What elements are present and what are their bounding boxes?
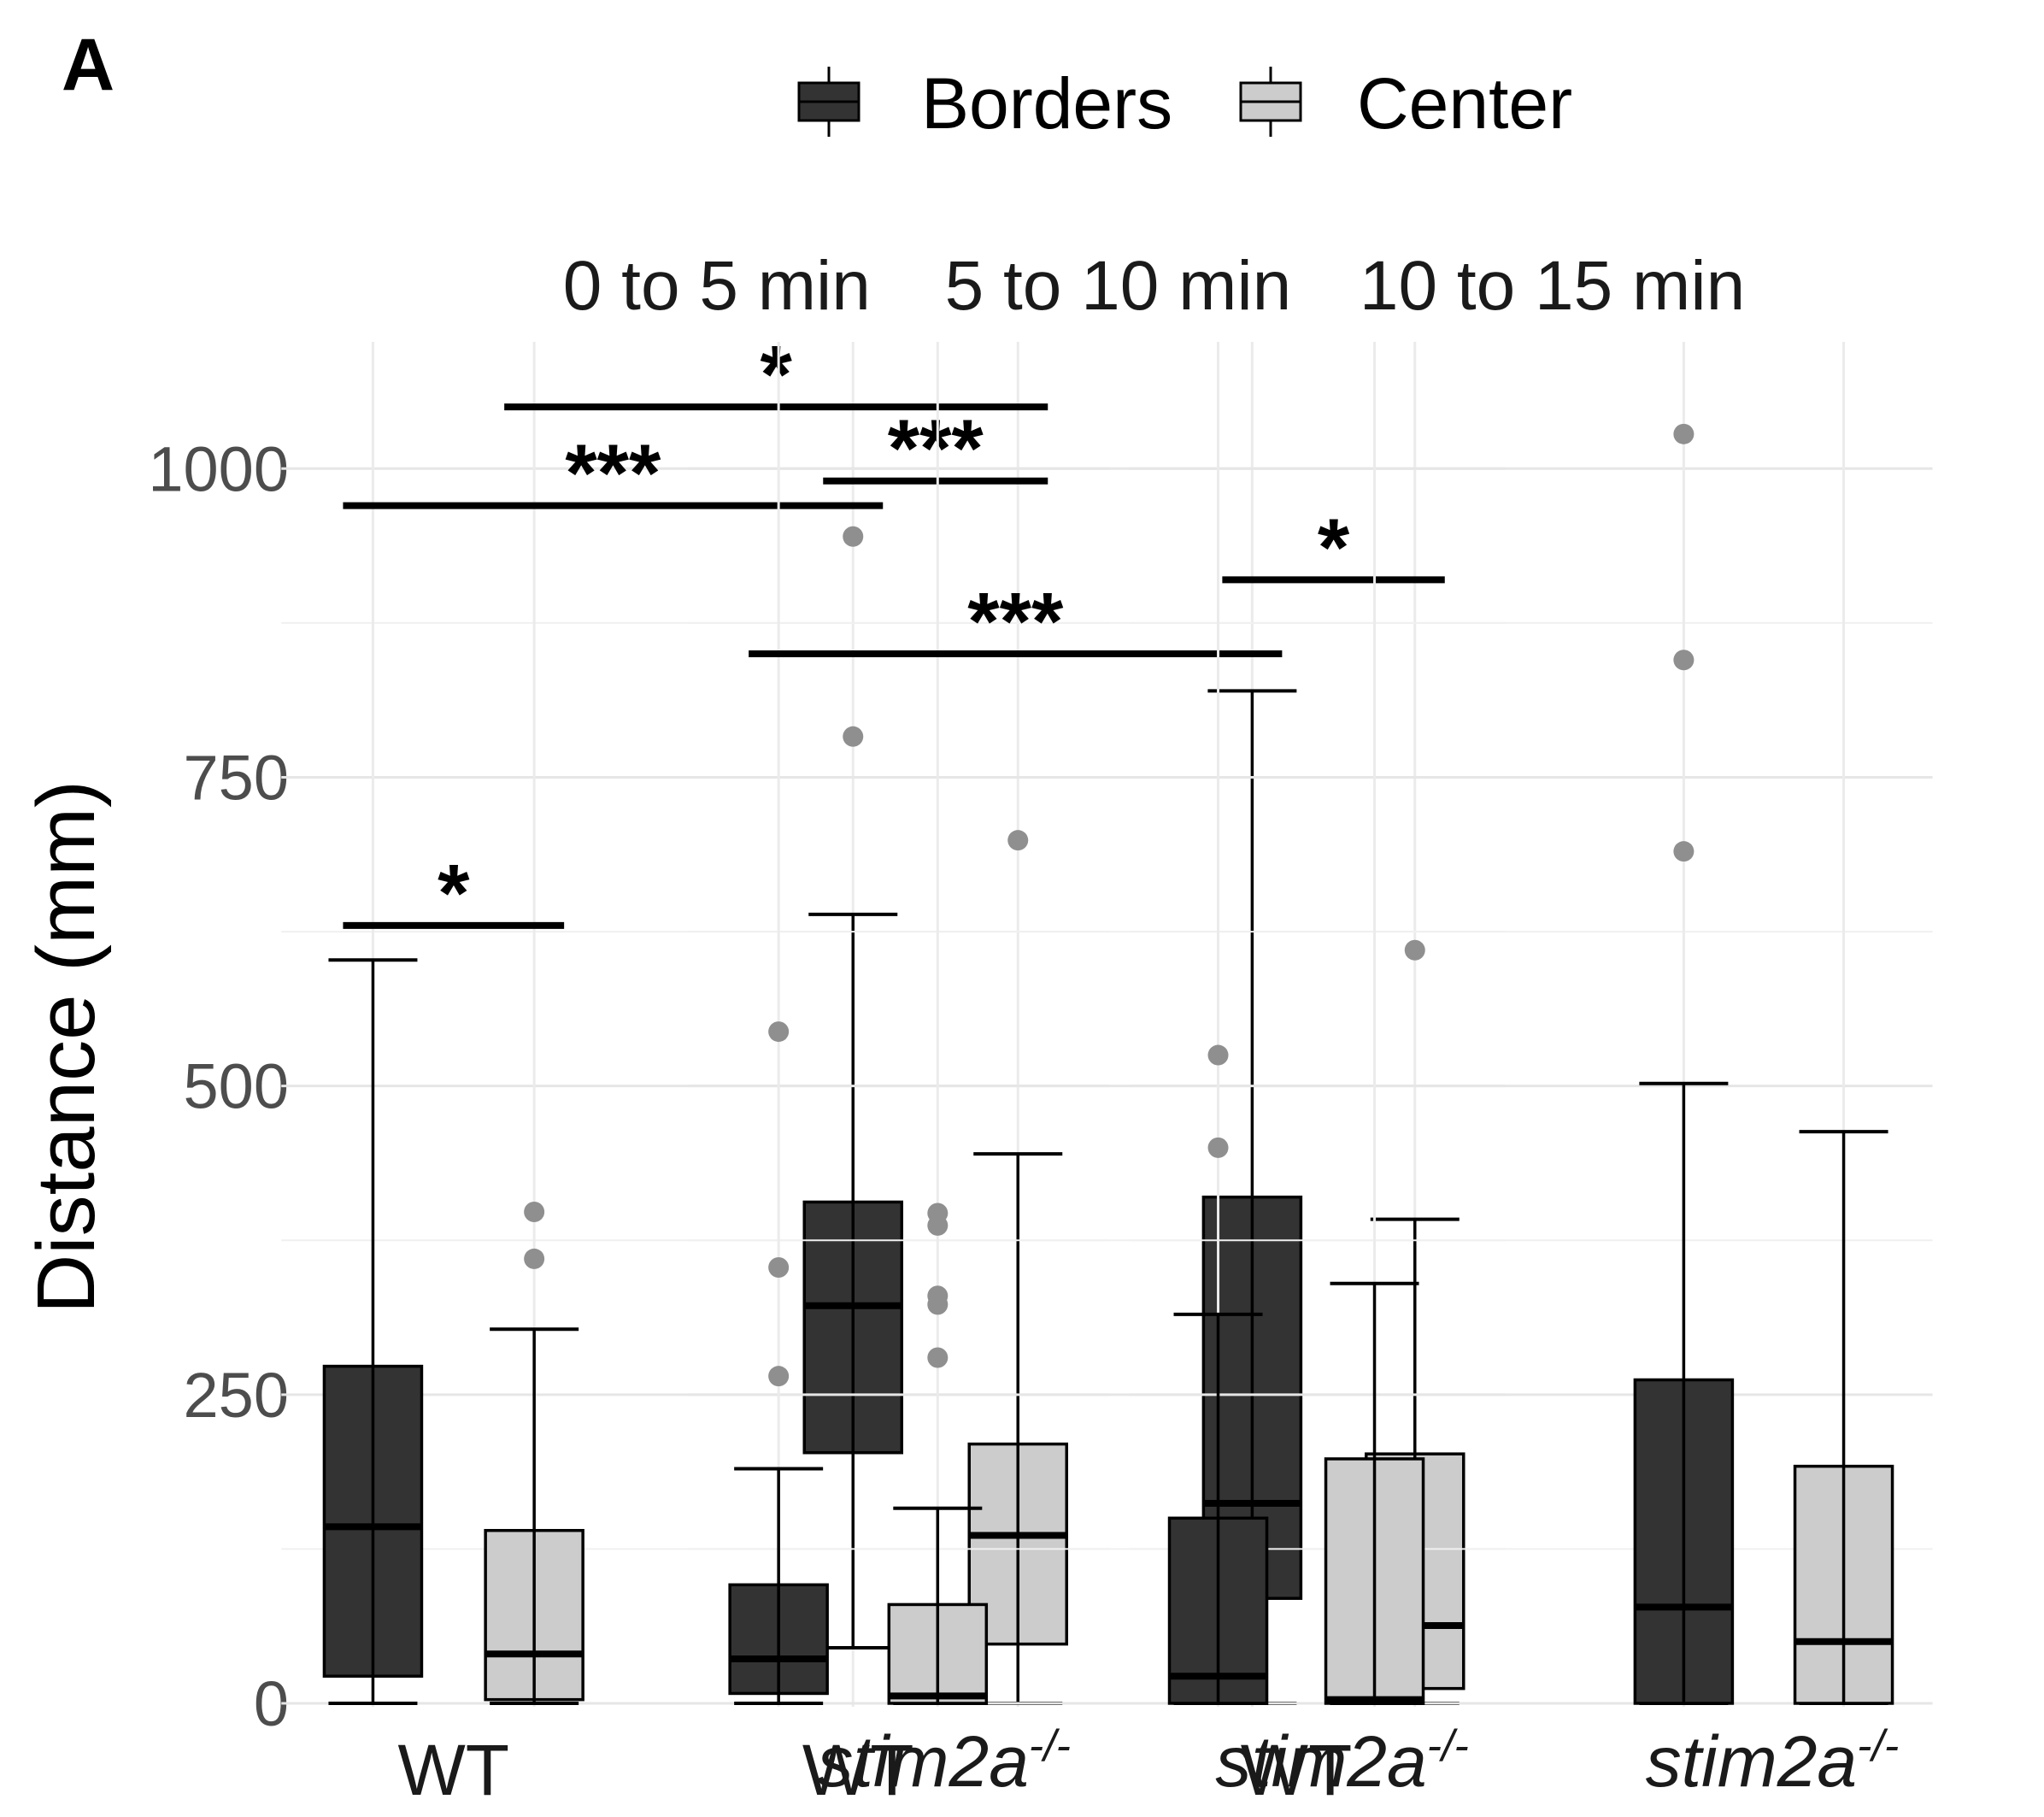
facet-title: 5 to 10 min xyxy=(945,247,1292,325)
x-tick-label: WT xyxy=(802,1730,914,1810)
facet-title: 0 to 5 min xyxy=(563,247,871,325)
legend-key-borders xyxy=(797,67,860,137)
y-tick-label: 250 xyxy=(184,1360,289,1431)
outlier-point xyxy=(1007,830,1029,851)
significance-label: *** xyxy=(967,576,1064,667)
outlier-point xyxy=(927,1347,949,1368)
outlier-point xyxy=(927,1285,949,1307)
facet-panels: 0 to 5 min********WT stim2a-/-5 to 10 min… xyxy=(281,247,1933,1810)
x-tick-label: stim2a-/- xyxy=(818,1721,1072,1802)
y-tick-label: 1000 xyxy=(148,433,289,504)
legend-label-center: Center xyxy=(1357,63,1572,144)
outlier-point xyxy=(1673,650,1695,671)
x-axis-labels: WT stim2a-/- xyxy=(1241,1721,1899,1810)
outlier-point xyxy=(768,1021,790,1043)
outlier-point xyxy=(768,1257,790,1279)
box-borders xyxy=(1167,1044,1269,1705)
box-center xyxy=(1324,1281,1425,1705)
y-axis-label: Distance (mm) xyxy=(21,780,112,1314)
significance-bracket: * xyxy=(1222,502,1445,593)
significance-label: * xyxy=(761,329,793,420)
box-center xyxy=(887,1203,989,1705)
significance-bracket: *** xyxy=(749,576,1283,667)
box-center xyxy=(967,830,1068,1705)
x-tick-label: stim2a-/- xyxy=(1215,1721,1469,1802)
x-axis-labels: WT stim2a-/- xyxy=(802,1721,1469,1810)
outlier-point xyxy=(1404,939,1425,961)
box-center xyxy=(484,1202,584,1705)
legend-key-center xyxy=(1239,67,1302,137)
outlier-point xyxy=(1207,1137,1229,1158)
facet-title: 10 to 15 min xyxy=(1360,247,1745,325)
significance-bracket: * xyxy=(504,329,1048,420)
significance-bracket: *** xyxy=(343,428,884,520)
significance-bracket: * xyxy=(343,848,565,939)
significance-bracket: *** xyxy=(823,403,1048,495)
box-borders xyxy=(728,1021,829,1705)
facet-panel: 0 to 5 min********WT stim2a-/- xyxy=(281,247,1110,1810)
legend: Borders Center xyxy=(797,63,1572,144)
panel-label: A xyxy=(62,24,115,106)
box-borders xyxy=(802,526,904,1649)
outlier-point xyxy=(524,1248,545,1269)
outlier-point xyxy=(1673,841,1695,862)
outlier-point xyxy=(843,526,864,547)
outlier-point xyxy=(768,1366,790,1387)
outlier-point xyxy=(1207,1044,1229,1066)
x-axis-labels: WT stim2a-/- xyxy=(397,1721,1071,1810)
box-borders xyxy=(1633,423,1735,1705)
significance-label: *** xyxy=(565,428,661,520)
significance-label: * xyxy=(1318,502,1350,593)
y-tick-label: 750 xyxy=(184,742,289,813)
legend-label-borders: Borders xyxy=(921,63,1172,144)
outlier-point xyxy=(843,726,864,747)
x-tick-label: WT xyxy=(1241,1730,1353,1810)
outlier-point xyxy=(1673,423,1695,444)
x-tick-label: WT xyxy=(397,1730,509,1810)
x-tick-label: stim2a-/- xyxy=(1646,1721,1900,1802)
outlier-point xyxy=(927,1203,949,1224)
box-borders xyxy=(322,958,424,1705)
significance-label: *** xyxy=(888,403,984,495)
box-center xyxy=(1793,1130,1894,1705)
outlier-point xyxy=(524,1202,545,1223)
significance-label: * xyxy=(438,848,470,939)
y-tick-label: 500 xyxy=(184,1051,289,1122)
